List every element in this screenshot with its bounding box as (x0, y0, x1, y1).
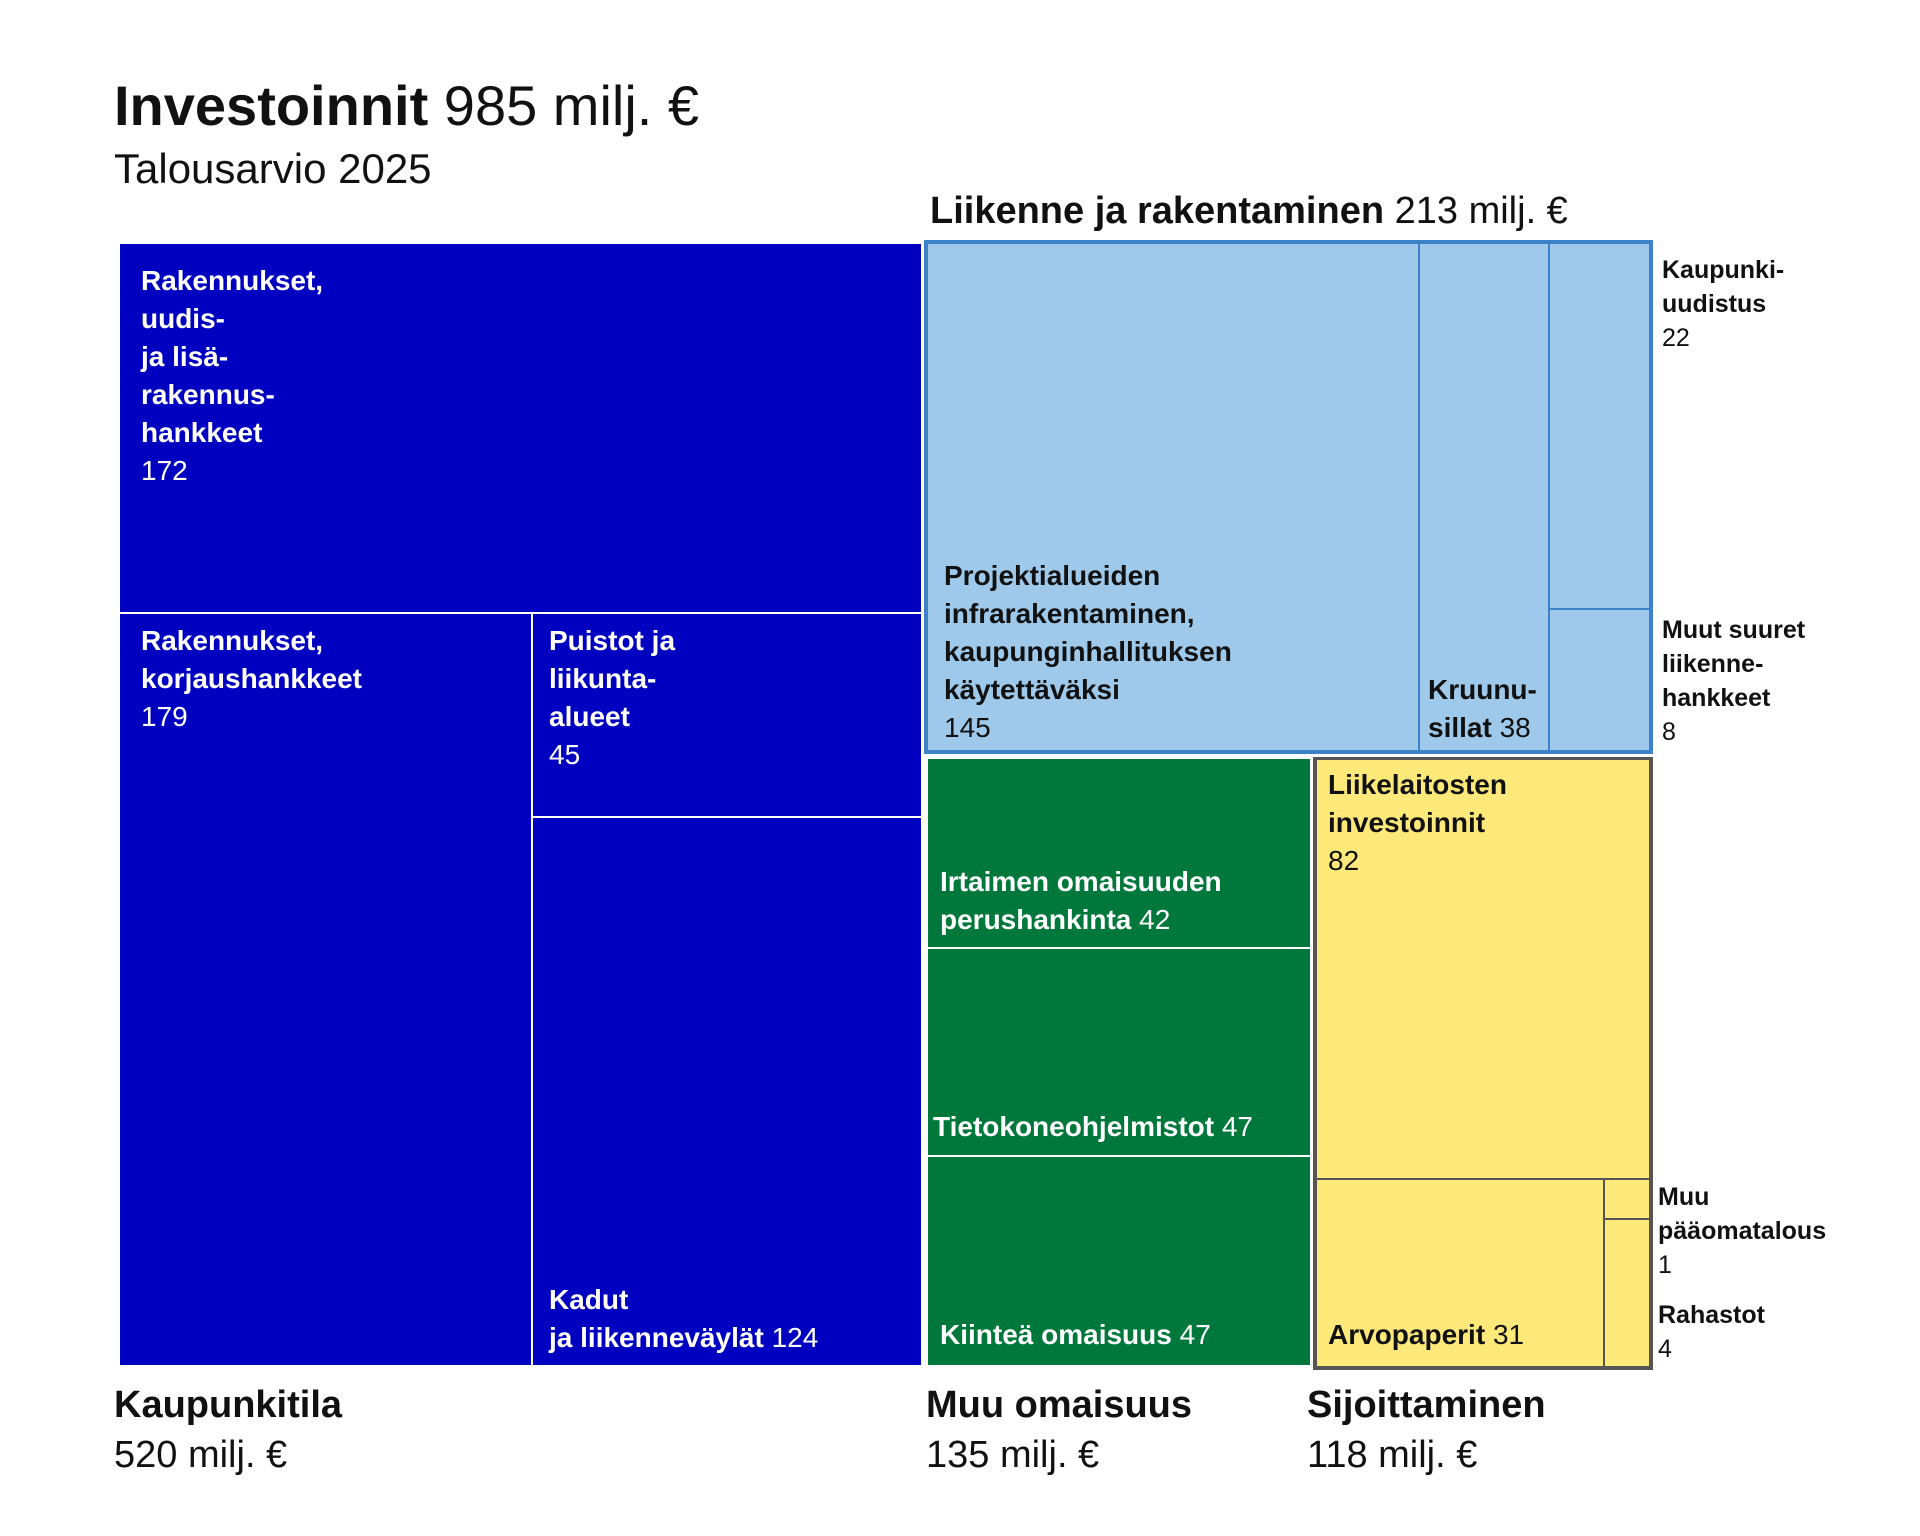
group-total-liikenne: 213 milj. € (1394, 190, 1568, 232)
tile-rakennukset-uudis (118, 242, 923, 614)
label-rahastot: Rahastot 4 (1658, 1298, 1765, 1366)
tile-liikelaitokset (1315, 757, 1651, 1180)
label-value: 1 (1658, 1251, 1672, 1279)
label-irtain: Irtaimen omaisuuden perushankinta 42 (940, 863, 1222, 939)
label-line: Arvopaperit (1328, 1319, 1486, 1350)
label-line: Kruunu- (1428, 674, 1537, 705)
tile-muu-paaomatalous (1603, 1178, 1651, 1220)
label-tietokoneohjelmistot: Tietokoneohjelmistot 47 (933, 1108, 1253, 1146)
label-line: ja liikenneväylät (549, 1322, 764, 1353)
tile-kaupunkiuudistus (1548, 242, 1651, 610)
label-line: Kiinteä omaisuus (940, 1319, 1172, 1350)
label-projektialueet: Projektialueiden infrarakentaminen, kaup… (944, 557, 1232, 747)
title-bold: Investoinnit (114, 74, 429, 137)
label-value: 124 (771, 1322, 819, 1353)
tile-kadut (531, 816, 923, 1367)
label-value: 45 (549, 739, 581, 770)
label-line: Tietokoneohjelmistot (933, 1111, 1215, 1142)
label-line: Muut suuret (1662, 616, 1806, 644)
label-line: Muu (1658, 1183, 1710, 1211)
label-line: Rahastot (1658, 1301, 1765, 1329)
label-line: Liikelaitosten (1328, 769, 1507, 800)
label-line: Rakennukset, (141, 265, 324, 296)
chart-subtitle: Talousarvio 2025 (114, 145, 432, 192)
label-line: hankkeet (1662, 684, 1771, 712)
label-line: uudis- (141, 303, 225, 334)
tile-projektialueet (926, 242, 1420, 752)
label-value: 47 (1221, 1111, 1254, 1142)
label-line: Kaupunki- (1662, 256, 1785, 284)
label-value: 4 (1658, 1335, 1672, 1363)
label-line: pääomatalous (1658, 1217, 1827, 1245)
tile-rakennukset-korjaus (118, 612, 533, 1367)
label-arvopaperit: Arvopaperit 31 (1328, 1316, 1524, 1354)
label-line: käytettäväksi (944, 674, 1120, 705)
tile-muut-liikennehankkeet (1548, 608, 1651, 752)
label-line: Rakennukset, (141, 625, 324, 656)
label-value: 42 (1139, 904, 1171, 935)
label-kiintea: Kiinteä omaisuus 47 (940, 1316, 1211, 1354)
label-line: kaupunginhallituksen (944, 636, 1232, 667)
tile-tietokoneohjelmistot (926, 947, 1312, 1157)
label-line: perushankinta (940, 904, 1132, 935)
label-line: investoinnit (1328, 807, 1486, 838)
label-value: 31 (1492, 1319, 1525, 1350)
label-line: Puistot ja (549, 625, 676, 656)
label-line: Irtaimen omaisuuden (940, 866, 1222, 897)
chart-title: Investoinnit 985 milj. € (114, 74, 699, 138)
group-name-liikenne: Liikenne ja rakentaminen (930, 190, 1385, 232)
label-kaupunkiuudistus: Kaupunki- uudistus 22 (1662, 253, 1784, 355)
tile-kruunusillat (1418, 242, 1550, 752)
group-name-sijoittaminen: Sijoittaminen (1307, 1384, 1546, 1426)
group-label-liikenne: Liikenne ja rakentaminen 213 milj. € (930, 186, 1568, 236)
tile-rahastot (1603, 1218, 1651, 1368)
label-value: 145 (944, 712, 991, 743)
group-name-kaupunkitila: Kaupunkitila (114, 1384, 343, 1426)
label-rakennukset-korjaus: Rakennukset, korjaushankkeet 179 (141, 622, 362, 736)
group-label-kaupunkitila: Kaupunkitila 520 milj. € (114, 1380, 342, 1480)
group-name-muu-omaisuus: Muu omaisuus (926, 1384, 1193, 1426)
label-line: uudistus (1662, 290, 1767, 318)
label-puistot: Puistot ja liikunta- alueet 45 (549, 622, 675, 774)
label-line: liikunta- (549, 663, 657, 694)
label-value: 172 (141, 455, 188, 486)
label-line: ja lisä- (141, 341, 229, 372)
label-line: hankkeet (141, 417, 263, 448)
tile-kiintea (926, 1155, 1312, 1367)
label-value: 22 (1662, 324, 1690, 352)
title-total: 985 milj. € (443, 74, 700, 137)
label-kruunusillat: Kruunu- sillat 38 (1428, 671, 1537, 747)
label-line: alueet (549, 701, 630, 732)
label-value: 179 (141, 701, 188, 732)
group-label-muu-omaisuus: Muu omaisuus 135 milj. € (926, 1380, 1192, 1480)
label-kadut: Kadut ja liikenneväylät 124 (549, 1281, 818, 1357)
group-total-kaupunkitila: 520 milj. € (114, 1434, 288, 1476)
label-value: 82 (1328, 845, 1360, 876)
group-label-sijoittaminen: Sijoittaminen 118 milj. € (1307, 1380, 1546, 1480)
label-line: Kadut (549, 1284, 629, 1315)
label-muut-liikennehankkeet: Muut suuret liikenne- hankkeet 8 (1662, 613, 1805, 749)
tile-arvopaperit (1315, 1178, 1605, 1368)
label-value: 8 (1662, 718, 1676, 746)
label-line: infrarakentaminen, (944, 598, 1195, 629)
group-total-sijoittaminen: 118 milj. € (1307, 1434, 1478, 1476)
label-line: Projektialueiden (944, 560, 1161, 591)
label-line: rakennus- (141, 379, 275, 410)
label-muu-paaomatalous: Muu pääomatalous 1 (1658, 1180, 1826, 1282)
label-value: 38 (1499, 712, 1531, 743)
label-line: korjaushankkeet (141, 663, 362, 694)
label-line: liikenne- (1662, 650, 1764, 678)
label-liikelaitokset: Liikelaitosten investoinnit 82 (1328, 766, 1507, 880)
group-total-muu-omaisuus: 135 milj. € (926, 1434, 1100, 1476)
label-value: 47 (1179, 1319, 1211, 1350)
label-line: sillat (1428, 712, 1492, 743)
label-rakennukset-uudis: Rakennukset, uudis- ja lisä- rakennus- h… (141, 262, 323, 490)
tile-irtain (926, 757, 1312, 949)
